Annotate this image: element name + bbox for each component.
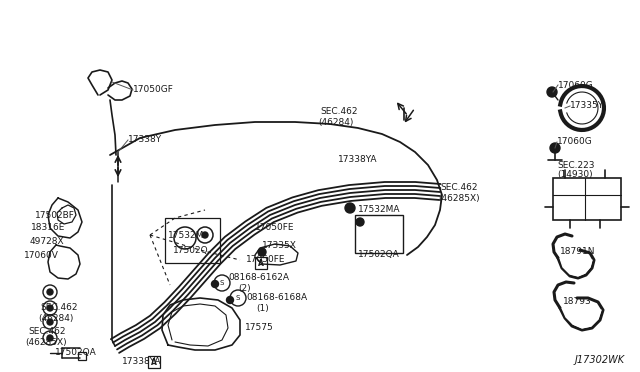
Circle shape bbox=[47, 289, 53, 295]
Circle shape bbox=[258, 248, 266, 256]
Circle shape bbox=[202, 232, 208, 238]
Text: (46284): (46284) bbox=[38, 314, 74, 323]
Text: SEC.462: SEC.462 bbox=[28, 327, 65, 337]
Text: 17338Y: 17338Y bbox=[128, 135, 162, 144]
Text: 08168-6168A: 08168-6168A bbox=[246, 294, 307, 302]
Text: 17060V: 17060V bbox=[24, 251, 59, 260]
Circle shape bbox=[356, 218, 364, 226]
Text: J17302WK: J17302WK bbox=[575, 355, 625, 365]
Bar bbox=[355, 215, 403, 253]
Circle shape bbox=[47, 305, 53, 311]
Text: 17338YA: 17338YA bbox=[122, 357, 161, 366]
Text: 18316E: 18316E bbox=[31, 224, 65, 232]
Text: A: A bbox=[258, 259, 264, 268]
Text: 17502QA: 17502QA bbox=[358, 250, 400, 260]
Circle shape bbox=[550, 143, 560, 153]
Text: SEC.223: SEC.223 bbox=[557, 160, 595, 170]
Text: 17575: 17575 bbox=[245, 324, 274, 333]
Text: (2): (2) bbox=[238, 283, 251, 292]
Bar bbox=[148, 356, 160, 368]
Text: 08168-6162A: 08168-6162A bbox=[228, 273, 289, 282]
Text: 17502BF: 17502BF bbox=[35, 211, 75, 219]
Text: (46285X): (46285X) bbox=[25, 337, 67, 346]
Text: 17060G: 17060G bbox=[557, 138, 593, 147]
Text: S: S bbox=[236, 295, 240, 301]
Text: 17050GF: 17050GF bbox=[133, 86, 174, 94]
Text: 17335X: 17335X bbox=[262, 241, 297, 250]
Text: A: A bbox=[151, 358, 157, 367]
Text: 17502Q: 17502Q bbox=[173, 246, 209, 254]
Text: (1): (1) bbox=[256, 304, 269, 312]
Circle shape bbox=[47, 319, 53, 325]
Text: SEC.462: SEC.462 bbox=[320, 108, 358, 116]
Text: (14930): (14930) bbox=[557, 170, 593, 180]
Text: 17050FE: 17050FE bbox=[246, 256, 285, 264]
Text: 17532MA: 17532MA bbox=[358, 205, 401, 215]
Bar bbox=[78, 352, 86, 360]
Text: 17050FE: 17050FE bbox=[255, 224, 294, 232]
Text: 18793: 18793 bbox=[563, 298, 592, 307]
Circle shape bbox=[47, 335, 53, 341]
Bar bbox=[553, 178, 621, 220]
Bar bbox=[165, 218, 220, 263]
Text: S: S bbox=[220, 280, 224, 286]
Text: 17060G: 17060G bbox=[558, 80, 594, 90]
Text: 18791N: 18791N bbox=[560, 247, 595, 257]
Text: 49728X: 49728X bbox=[30, 237, 65, 247]
Text: SEC.462: SEC.462 bbox=[40, 304, 77, 312]
Text: 17502QA: 17502QA bbox=[55, 349, 97, 357]
Text: 17335Y: 17335Y bbox=[570, 102, 604, 110]
Text: (46284): (46284) bbox=[318, 118, 353, 126]
Text: 17532M: 17532M bbox=[168, 231, 204, 241]
Bar bbox=[255, 257, 267, 269]
Text: (46285X): (46285X) bbox=[438, 193, 479, 202]
Text: SEC.462: SEC.462 bbox=[440, 183, 477, 192]
Circle shape bbox=[227, 296, 234, 304]
Circle shape bbox=[211, 280, 218, 288]
Text: 17338YA: 17338YA bbox=[338, 155, 378, 164]
Circle shape bbox=[547, 87, 557, 97]
Circle shape bbox=[345, 203, 355, 213]
